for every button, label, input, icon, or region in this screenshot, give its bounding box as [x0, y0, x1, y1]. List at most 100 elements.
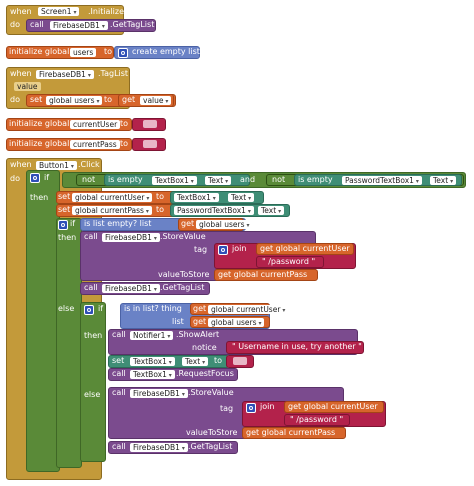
- call-keyword: call: [84, 232, 98, 241]
- not-keyword: not: [272, 175, 286, 184]
- not-keyword: not: [82, 175, 96, 184]
- get-currentpass-label: get global currentPass: [218, 270, 308, 279]
- var-dropdown[interactable]: global users: [46, 96, 103, 105]
- tag-label: tag: [220, 404, 234, 413]
- firebase-dropdown[interactable]: FirebaseDB1: [102, 284, 160, 293]
- notice-text-block[interactable]: [226, 341, 364, 354]
- text-property-dropdown[interactable]: Text: [258, 206, 285, 215]
- get-keyword: get: [193, 304, 207, 313]
- set-keyword: set: [58, 192, 71, 201]
- component-dropdown[interactable]: Button1: [36, 161, 77, 170]
- do-keyword: do: [10, 95, 20, 104]
- get-var-dropdown[interactable]: value: [140, 96, 172, 105]
- to-keyword: to: [156, 192, 165, 201]
- to-keyword: to: [120, 139, 129, 148]
- method-name: .StoreValue: [188, 388, 234, 397]
- create-empty-list-block[interactable]: [114, 46, 200, 59]
- get-currentuser-block[interactable]: [284, 401, 384, 413]
- call-keyword: call: [112, 369, 126, 378]
- firebase-dropdown[interactable]: FirebaseDB1: [102, 233, 160, 242]
- get-currentuser-block[interactable]: [256, 243, 354, 255]
- var-dropdown[interactable]: global currentUser: [72, 193, 153, 202]
- gear-icon[interactable]: [30, 173, 40, 183]
- is-in-list-label: is in list? thing: [124, 304, 182, 313]
- get-var-dropdown[interactable]: global users: [196, 220, 253, 229]
- get-keyword: get: [193, 317, 207, 326]
- var-name-users[interactable]: users: [70, 48, 97, 57]
- call-keyword: call: [112, 388, 126, 397]
- var-name-currentpass[interactable]: currentPass: [70, 140, 120, 149]
- get-keyword: get: [181, 219, 195, 228]
- text-property-dropdown[interactable]: Text: [228, 193, 255, 202]
- method-name: .StoreValue: [160, 232, 206, 241]
- textbox1-dropdown[interactable]: TextBox1: [130, 370, 175, 379]
- var-dropdown[interactable]: global currentPass: [72, 206, 152, 215]
- set-keyword: set: [30, 95, 43, 104]
- param-value[interactable]: value: [14, 82, 41, 91]
- textbox1-dropdown[interactable]: TextBox1: [174, 193, 219, 202]
- get-currentuser-label: get global currentUser: [288, 402, 378, 411]
- gear-icon[interactable]: [84, 305, 94, 315]
- is-list-empty-label: is list empty? list: [84, 219, 152, 228]
- password-text-block[interactable]: [256, 256, 324, 268]
- gear-icon[interactable]: [58, 220, 68, 230]
- call-keyword: call: [84, 283, 98, 292]
- text-property-dropdown[interactable]: Text: [430, 176, 457, 185]
- textbox1-dropdown[interactable]: TextBox1: [130, 357, 175, 366]
- event-name: .Initialize: [88, 7, 125, 16]
- password-text-block[interactable]: [284, 414, 350, 426]
- init-label: initialize global: [9, 139, 70, 148]
- if-keyword: if: [70, 219, 76, 228]
- gear-icon[interactable]: [218, 245, 228, 255]
- event-name: .Click: [78, 160, 100, 169]
- method-name: .GetTagList: [188, 442, 233, 451]
- gear-icon[interactable]: [118, 48, 128, 58]
- do-keyword: do: [10, 20, 20, 29]
- get-keyword: get: [122, 95, 136, 104]
- passwordtextbox1-dropdown[interactable]: PasswordTextBox1: [174, 206, 254, 215]
- textbox1-dropdown[interactable]: TextBox1: [152, 176, 197, 185]
- and-keyword: and: [240, 175, 256, 184]
- is-empty-label: is empty: [108, 175, 143, 184]
- gear-icon[interactable]: [246, 403, 256, 413]
- join-keyword: join: [260, 402, 275, 411]
- firebase-dropdown[interactable]: FirebaseDB1: [50, 21, 108, 30]
- get-currentpass-block[interactable]: [242, 427, 346, 439]
- password-text: " /password ": [262, 257, 316, 266]
- text-property-dropdown[interactable]: Text: [205, 176, 232, 185]
- notice-text: " Username in use, try another ": [232, 342, 362, 351]
- method-name: .GetTagList: [160, 283, 205, 292]
- component-dropdown[interactable]: Screen1: [38, 7, 80, 16]
- to-keyword: to: [104, 95, 113, 104]
- else-if-block[interactable]: [80, 302, 106, 462]
- notifier-dropdown[interactable]: Notifier1: [130, 331, 174, 340]
- text-property-dropdown[interactable]: Text: [182, 357, 209, 366]
- if-keyword: if: [44, 173, 50, 182]
- firebase-dropdown[interactable]: FirebaseDB1: [130, 443, 188, 452]
- when-keyword: when: [10, 160, 32, 169]
- component-dropdown[interactable]: FirebaseDB1: [36, 70, 94, 79]
- inner-if-else-block[interactable]: [56, 218, 82, 468]
- if-keyword: if: [98, 304, 104, 313]
- set-keyword: set: [58, 205, 71, 214]
- tag-label: tag: [194, 245, 208, 254]
- get-currentpass-block[interactable]: [214, 269, 318, 281]
- get-var-dropdown[interactable]: global users: [208, 318, 265, 327]
- empty-string[interactable]: [143, 120, 157, 128]
- get-currentpass-label: get global currentPass: [246, 428, 336, 437]
- then-keyword: then: [30, 193, 49, 202]
- is-empty-label: is empty: [298, 175, 333, 184]
- valuetostore-label: valueToStore: [186, 428, 238, 437]
- to-keyword: to: [120, 119, 129, 128]
- if-else-block[interactable]: [26, 170, 60, 472]
- get-currentuser-label: get global currentUser: [260, 244, 350, 253]
- firebase-dropdown[interactable]: FirebaseDB1: [130, 389, 188, 398]
- get-var-dropdown[interactable]: global currentUser: [208, 305, 289, 314]
- empty-string[interactable]: [143, 140, 157, 148]
- var-name-currentuser[interactable]: currentUser: [70, 120, 121, 129]
- list-label: list: [172, 317, 184, 326]
- empty-string[interactable]: [233, 357, 247, 365]
- method-name: .GetTagList: [110, 20, 155, 29]
- passwordtextbox1-dropdown[interactable]: PasswordTextBox1: [342, 176, 422, 185]
- init-label: initialize global: [9, 47, 70, 56]
